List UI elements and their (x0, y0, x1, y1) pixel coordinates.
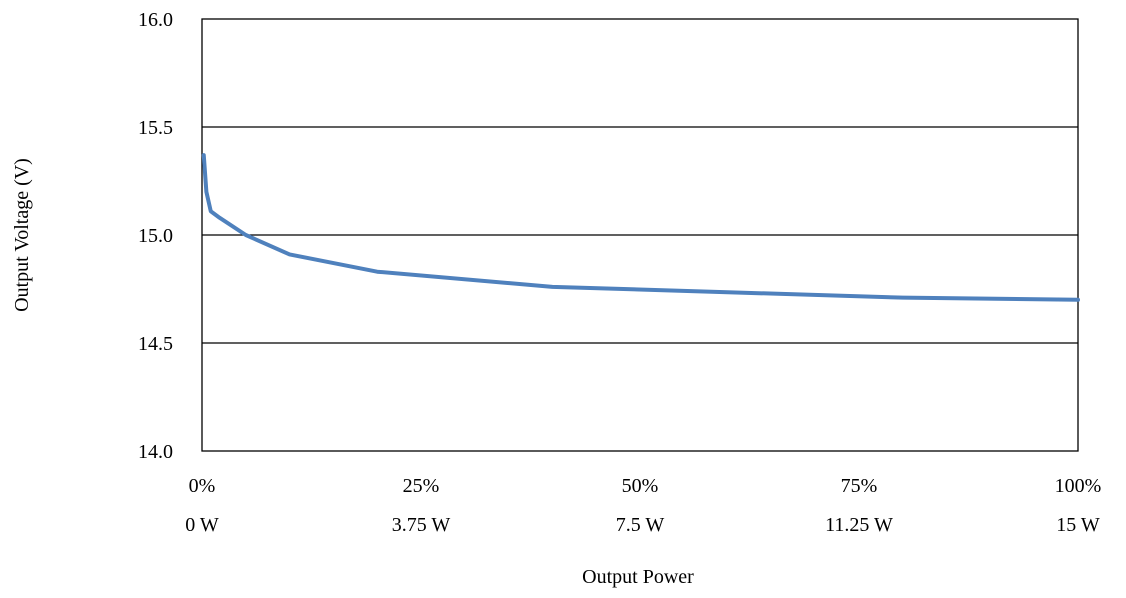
x-tick-percent-label: 100% (1055, 475, 1102, 497)
y-axis-title: Output Voltage (V) (11, 158, 33, 312)
x-tick-watt-label: 7.5 W (616, 514, 665, 536)
x-tick-percent-label: 75% (841, 475, 878, 497)
x-tick-watt-label: 0 W (185, 514, 219, 536)
y-tick-label: 14.5 (138, 333, 173, 355)
y-tick-label: 15.5 (138, 117, 173, 139)
x-tick-percent-label: 25% (403, 475, 440, 497)
output-voltage-series-line (201, 153, 1080, 302)
x-tick-watt-label: 3.75 W (392, 514, 451, 536)
x-tick-percent-label: 50% (622, 475, 659, 497)
x-axis-title: Output Power (582, 566, 694, 588)
grid-layer (202, 126, 1078, 344)
y-tick-label: 14.0 (138, 441, 173, 463)
y-axis-tick-labels: 16.0 15.5 15.0 14.5 14.0 (138, 9, 173, 463)
y-tick-label: 15.0 (138, 225, 173, 247)
x-tick-percent-label: 0% (189, 475, 216, 497)
series-layer (201, 153, 1080, 302)
plot-area-frame (201, 18, 1079, 452)
y-tick-label: 16.0 (138, 9, 173, 31)
x-tick-watt-label: 11.25 W (825, 514, 893, 536)
x-tick-watt-label: 15 W (1056, 514, 1100, 536)
x-axis-tick-labels: 0% 0 W 25% 3.75 W 50% 7.5 W 75% 11.25 W 100% 15 W (185, 475, 1101, 536)
